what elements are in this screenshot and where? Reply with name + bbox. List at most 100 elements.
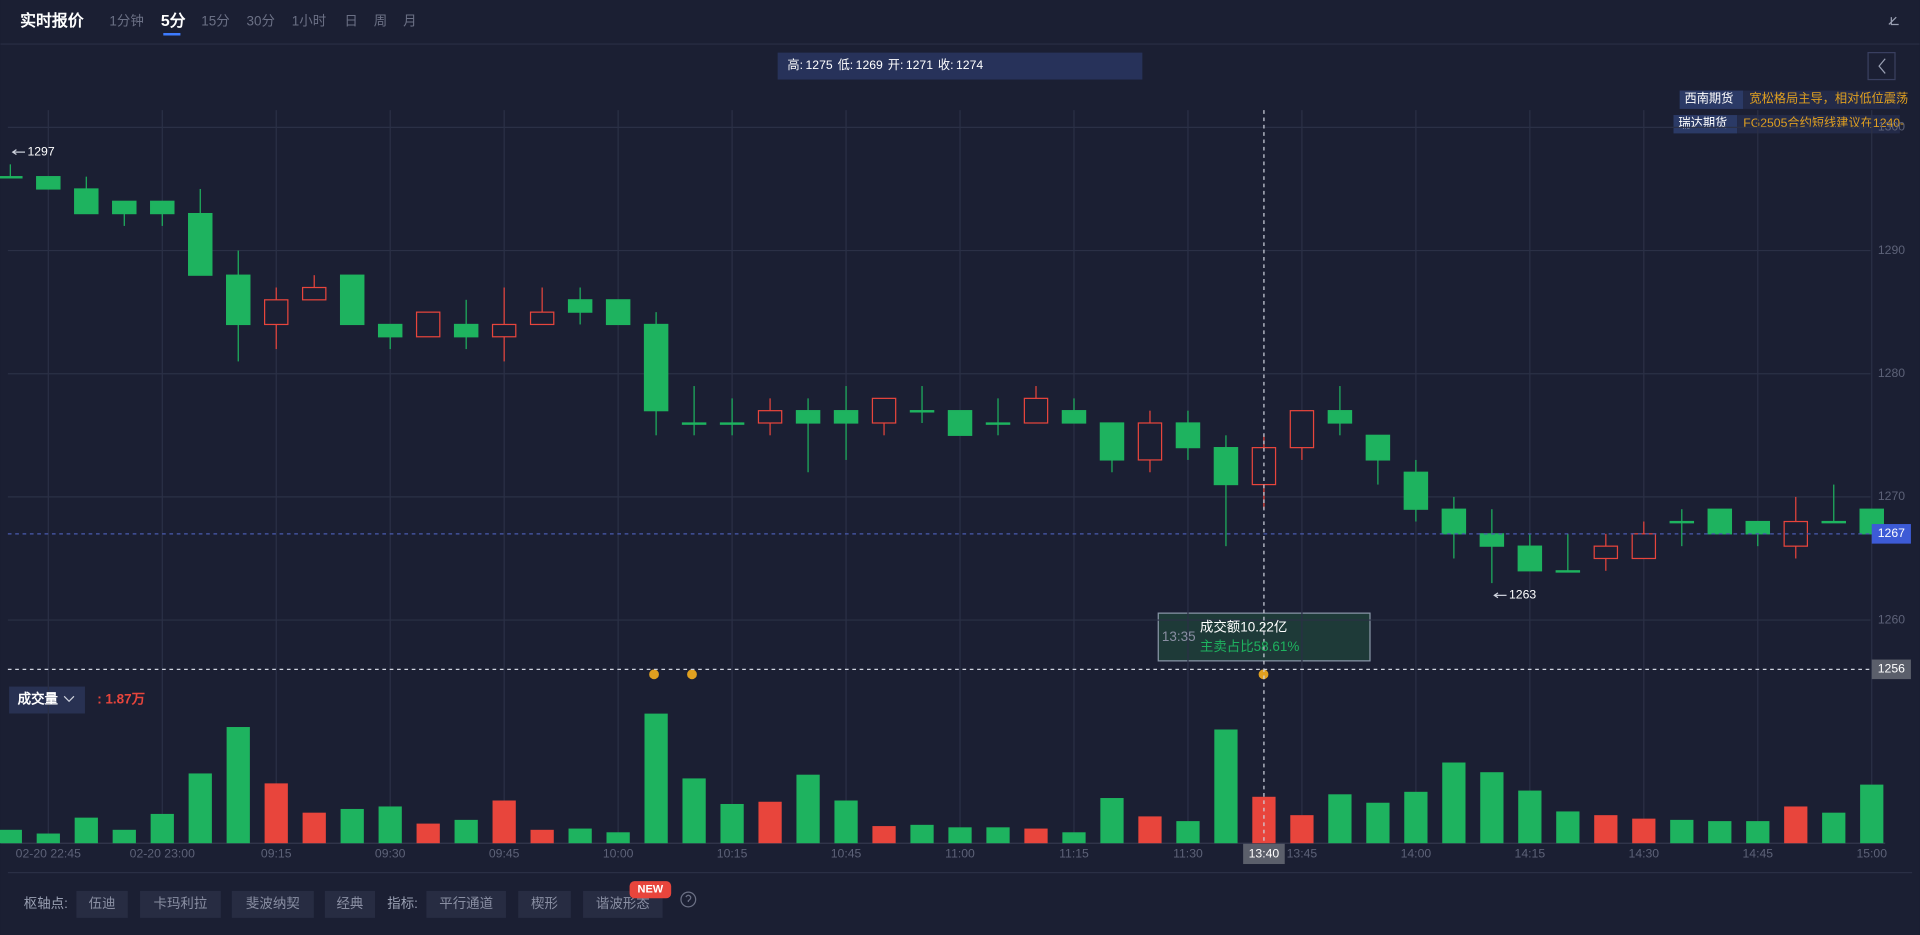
volume-bar — [1822, 812, 1846, 844]
indicator-label: 指标: — [387, 896, 418, 911]
news-text[interactable]: FG2505合约短线建议在1240- — [1743, 115, 1904, 130]
candle-body — [947, 410, 973, 436]
indicator-button[interactable] — [518, 890, 571, 918]
period-tab[interactable]: 30分 — [247, 14, 275, 29]
candle-body — [1213, 447, 1239, 486]
candle-body — [1061, 410, 1087, 424]
event-icon[interactable] — [1258, 669, 1269, 680]
help-glyph — [685, 894, 692, 902]
candle-body — [491, 323, 517, 338]
collapse-icon[interactable] — [1888, 16, 1899, 26]
volume-label[interactable]: 成交量 — [18, 691, 59, 707]
volume-bar — [948, 827, 972, 844]
volume-bar — [1214, 729, 1238, 844]
indicator-option[interactable]: 楔形 — [531, 896, 558, 911]
volume-bar — [1632, 818, 1656, 844]
pivot-option[interactable]: 斐波纳契 — [246, 896, 300, 911]
x-tick-label: 14:30 — [1629, 846, 1660, 860]
candle-body — [795, 410, 821, 424]
volume-bar — [834, 800, 858, 844]
candle-body — [1631, 533, 1657, 560]
period-tab[interactable]: 月 — [403, 14, 416, 29]
volume-bar — [1670, 819, 1694, 844]
volume-bar — [1518, 790, 1542, 844]
candle-body — [567, 299, 593, 313]
volume-bar — [1594, 815, 1618, 844]
indicator-button[interactable] — [426, 890, 506, 918]
pivot-button[interactable] — [76, 890, 128, 918]
pivot-button[interactable] — [231, 890, 314, 918]
x-tick-label: 14:45 — [1742, 846, 1773, 860]
event-icon[interactable] — [687, 669, 697, 680]
low-marker: 1263 — [1509, 588, 1536, 602]
crosshair-y-box — [1871, 659, 1911, 680]
help-icon[interactable] — [680, 891, 697, 908]
volume-dropdown[interactable] — [9, 686, 85, 714]
pivot-option[interactable]: 卡玛利拉 — [154, 896, 208, 911]
marker-arrow-head — [1493, 592, 1499, 599]
volume-bar — [36, 833, 60, 844]
ohlc-label: 开: — [888, 58, 904, 72]
indicator-option[interactable]: 谐波形态 — [596, 896, 650, 911]
x-tick-label: 02-20 23:00 — [130, 846, 195, 860]
y-tick-label: 1300 — [1878, 120, 1905, 134]
candle-body — [263, 299, 289, 326]
event-icon[interactable] — [649, 669, 659, 680]
candle-body — [871, 397, 897, 424]
chevron — [1878, 58, 1886, 74]
volume-bar — [1784, 806, 1808, 844]
volume-bar — [0, 829, 22, 844]
volume-bar — [606, 832, 630, 844]
candle-body — [985, 422, 1011, 425]
ohlc-value: 1271 — [906, 58, 933, 72]
news-text-box — [1737, 115, 1900, 134]
period-tab[interactable]: 15分 — [201, 14, 229, 29]
pivot-option[interactable]: 伍迪 — [89, 896, 116, 911]
volume-bar — [910, 824, 934, 844]
volume-bar — [986, 827, 1010, 844]
candle-body — [1669, 520, 1695, 524]
volume-bar — [226, 727, 250, 844]
news-text[interactable]: 宽松格局主导，相对低位震荡 — [1749, 90, 1908, 105]
candle-body — [1479, 533, 1505, 547]
candle-body — [1821, 520, 1846, 524]
news-source[interactable]: 瑞达期货 — [1678, 115, 1727, 130]
volume-bar — [1480, 772, 1504, 844]
tooltip-time: 13:35 — [1162, 629, 1196, 644]
pivot-button[interactable] — [140, 890, 221, 918]
x-tick-label: 10:45 — [831, 846, 862, 860]
period-tab[interactable]: 周 — [374, 14, 387, 29]
news-source[interactable]: 西南期货 — [1685, 90, 1734, 105]
candle-body — [1593, 545, 1619, 560]
pivot-option[interactable]: 经典 — [336, 896, 363, 911]
pivot-button[interactable] — [324, 890, 376, 918]
candle-body — [833, 410, 859, 424]
period-tab[interactable]: 1分钟 — [109, 13, 143, 29]
crosshair-x-label: 13:40 — [1249, 846, 1280, 860]
last-price-label: 1267 — [1878, 526, 1905, 540]
x-tick-label: 10:00 — [603, 846, 634, 860]
volume-bar — [74, 817, 98, 844]
volume-bar — [1290, 815, 1314, 844]
last-price-box — [1871, 524, 1911, 544]
volume-bar — [1252, 796, 1276, 844]
period-tab[interactable]: 1小时 — [292, 14, 326, 29]
indicator-option[interactable]: 平行通道 — [439, 896, 493, 911]
volume-bar — [340, 808, 364, 844]
volume-bar — [150, 813, 174, 844]
x-tick-label: 14:15 — [1515, 846, 1546, 860]
x-tick-label: 10:15 — [717, 846, 748, 860]
period-tab[interactable]: 日 — [344, 14, 357, 29]
candle-body — [1023, 397, 1049, 424]
period-tab[interactable]: 5分 — [161, 12, 186, 30]
news-text-box — [1743, 90, 1900, 109]
info-bar — [777, 52, 1143, 80]
side-toggle[interactable] — [1867, 52, 1896, 81]
tooltip-turnover: 成交额10.22亿 — [1200, 618, 1287, 634]
volume-bar — [568, 828, 592, 844]
volume-bar — [378, 806, 402, 844]
candle-body — [150, 200, 175, 215]
high-marker: 1297 — [27, 144, 54, 158]
candle-body — [301, 286, 327, 301]
